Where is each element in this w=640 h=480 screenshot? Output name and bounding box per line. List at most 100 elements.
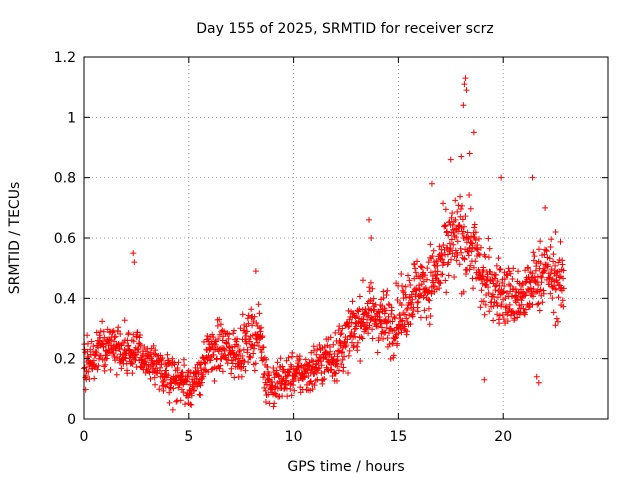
- data-point: [486, 245, 493, 252]
- data-point: [471, 234, 478, 241]
- data-point: [498, 174, 505, 181]
- data-point: [210, 352, 217, 358]
- data-point: [341, 353, 348, 360]
- data-point: [510, 265, 517, 272]
- data-point: [434, 262, 441, 269]
- data-point: [204, 332, 211, 339]
- data-point: [560, 267, 567, 274]
- data-point: [384, 287, 391, 294]
- data-point: [200, 373, 207, 380]
- data-point: [129, 361, 136, 368]
- data-point: [257, 328, 264, 335]
- data-point: [473, 245, 480, 252]
- data-point: [266, 376, 273, 383]
- data-point: [366, 216, 373, 223]
- data-point: [460, 228, 467, 235]
- data-point: [260, 356, 267, 363]
- data-point: [454, 252, 461, 259]
- data-point: [99, 318, 106, 325]
- data-point: [396, 322, 403, 329]
- data-point: [321, 368, 328, 375]
- data-point: [490, 317, 497, 324]
- data-point: [258, 334, 265, 341]
- data-point: [252, 268, 259, 275]
- data-point: [285, 354, 292, 361]
- data-point: [493, 299, 500, 306]
- data-point: [549, 284, 556, 291]
- data-point: [309, 386, 316, 393]
- data-point: [128, 360, 135, 367]
- data-point: [166, 389, 173, 396]
- data-point: [478, 276, 485, 283]
- data-point: [95, 362, 102, 369]
- data-point: [307, 378, 314, 385]
- data-point: [333, 377, 340, 384]
- data-point: [496, 320, 503, 327]
- data-point: [423, 314, 430, 321]
- data-point: [504, 311, 511, 318]
- data-point: [373, 322, 380, 329]
- data-point: [100, 344, 107, 351]
- data-point: [205, 352, 212, 359]
- x-tick-label: 5: [184, 429, 193, 445]
- data-point: [398, 301, 405, 308]
- data-point: [454, 208, 461, 215]
- data-point: [296, 353, 303, 360]
- data-point: [352, 333, 359, 340]
- data-point: [477, 244, 484, 251]
- data-point: [306, 361, 313, 368]
- data-point: [439, 271, 446, 278]
- data-point: [175, 384, 182, 391]
- data-point: [311, 370, 318, 377]
- data-point: [259, 333, 266, 340]
- data-point: [545, 261, 552, 268]
- data-point: [557, 238, 564, 245]
- data-point: [117, 331, 124, 338]
- data-point: [497, 266, 504, 273]
- data-point: [549, 295, 556, 302]
- data-point: [525, 265, 532, 272]
- data-point: [425, 305, 432, 312]
- data-point: [537, 238, 544, 245]
- data-point: [472, 229, 479, 236]
- data-point: [112, 347, 119, 354]
- data-point: [286, 366, 293, 373]
- data-point: [150, 342, 157, 349]
- data-point: [451, 225, 458, 232]
- data-point: [524, 286, 531, 293]
- data-point: [178, 386, 185, 393]
- data-point: [352, 314, 359, 321]
- data-point: [113, 371, 120, 378]
- data-point: [390, 352, 397, 359]
- data-point: [180, 389, 187, 396]
- data-point: [425, 289, 432, 296]
- data-point: [244, 315, 251, 322]
- data-point: [147, 349, 154, 356]
- data-point: [512, 286, 519, 293]
- data-point: [407, 281, 414, 288]
- data-point: [255, 342, 262, 349]
- data-point: [415, 298, 422, 305]
- data-point: [398, 329, 405, 336]
- data-point: [234, 335, 241, 342]
- data-point: [346, 323, 353, 330]
- data-point: [382, 329, 389, 336]
- data-point: [541, 267, 548, 274]
- data-point: [494, 278, 501, 285]
- data-point: [525, 303, 532, 310]
- data-point: [311, 347, 318, 354]
- data-point: [530, 285, 537, 292]
- data-point: [243, 340, 250, 347]
- data-point: [555, 259, 562, 266]
- data-point: [130, 338, 137, 345]
- data-point: [220, 345, 227, 352]
- data-point: [387, 355, 394, 362]
- data-point: [101, 363, 108, 370]
- data-point: [215, 335, 222, 342]
- data-point: [408, 291, 415, 298]
- data-point: [321, 375, 328, 382]
- data-point: [202, 355, 209, 362]
- data-point: [308, 357, 315, 364]
- data-point: [166, 399, 173, 406]
